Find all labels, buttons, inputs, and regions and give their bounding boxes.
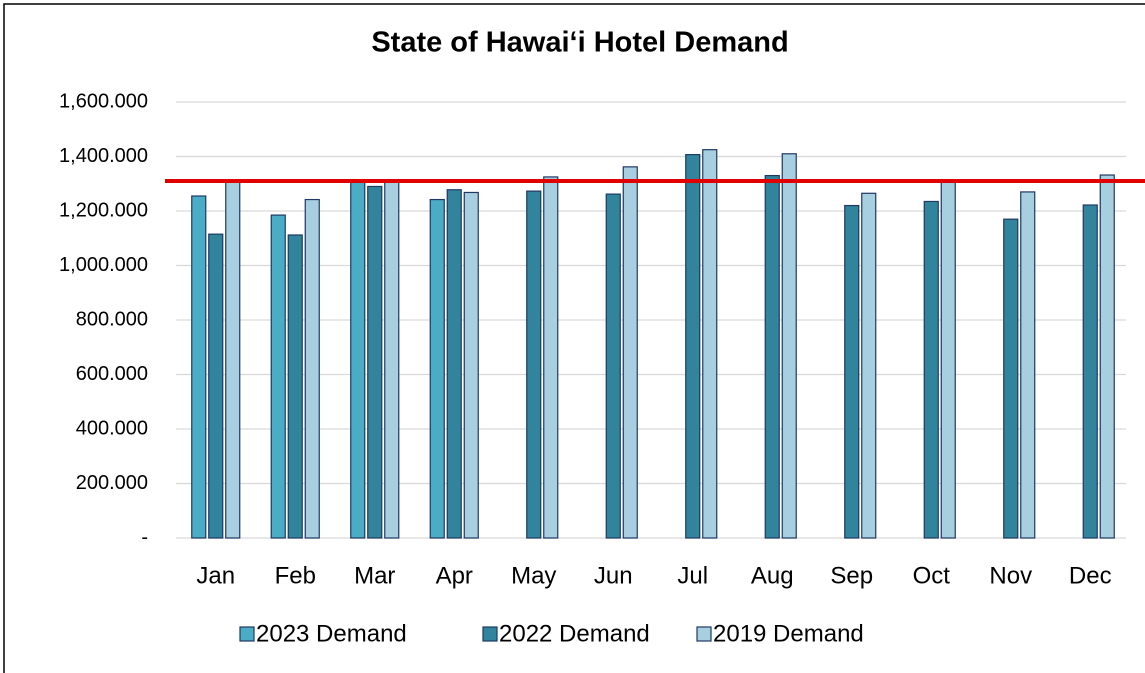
bar [304, 198, 320, 539]
bar [861, 192, 877, 539]
y-tick-label: 1,400.000 [59, 145, 148, 167]
bar [781, 153, 797, 539]
bar [940, 179, 956, 539]
bar [384, 179, 400, 539]
bar [350, 180, 366, 539]
y-tick-label: 600.000 [76, 363, 148, 385]
bar [191, 195, 207, 539]
y-tick-label: 200.000 [76, 472, 148, 494]
x-tick-label: Mar [354, 562, 395, 589]
y-tick-label: 800.000 [76, 308, 148, 330]
x-tick-label: Apr [436, 562, 473, 589]
chart-frame [3, 3, 1145, 673]
y-tick-label: 1,000.000 [59, 254, 148, 276]
x-tick-label: Jun [594, 562, 633, 589]
bar [702, 149, 718, 539]
bar [287, 234, 303, 539]
bar [208, 233, 224, 539]
bar [923, 200, 939, 539]
bar [446, 189, 462, 539]
bar [1020, 191, 1036, 539]
y-tick-label: 400.000 [76, 417, 148, 439]
bar [1082, 204, 1098, 539]
bar [1099, 174, 1115, 539]
legend-label: 2022 Demand [499, 620, 650, 647]
x-tick-label: Feb [275, 562, 316, 589]
bar [622, 166, 638, 539]
bar [844, 204, 860, 539]
bar [1003, 218, 1019, 539]
x-tick-label: Aug [751, 562, 794, 589]
bar [463, 191, 479, 539]
y-tick-label: - [141, 526, 148, 548]
bar [543, 176, 559, 539]
bar [764, 174, 780, 539]
bar [685, 153, 701, 539]
x-tick-label: Nov [989, 562, 1032, 589]
legend-label: 2023 Demand [256, 620, 407, 647]
y-tick-label: 1,200.000 [59, 199, 148, 221]
bar [429, 198, 445, 539]
x-tick-label: Jul [677, 562, 708, 589]
bar [367, 185, 383, 539]
legend-marker [696, 626, 712, 642]
bar [605, 193, 621, 539]
x-tick-label: Jan [196, 562, 235, 589]
chart-title: State of Hawai‘i Hotel Demand [371, 27, 788, 59]
x-tick-label: Dec [1069, 562, 1112, 589]
legend-marker [482, 626, 498, 642]
legend-label: 2019 Demand [713, 620, 864, 647]
bar [225, 180, 241, 539]
legend-marker [239, 626, 255, 642]
x-tick-label: Oct [913, 562, 951, 589]
bar [270, 214, 286, 539]
y-tick-label: 1,600.000 [59, 90, 148, 112]
x-tick-label: May [511, 562, 556, 589]
bar [526, 190, 542, 539]
x-tick-label: Sep [830, 562, 873, 589]
